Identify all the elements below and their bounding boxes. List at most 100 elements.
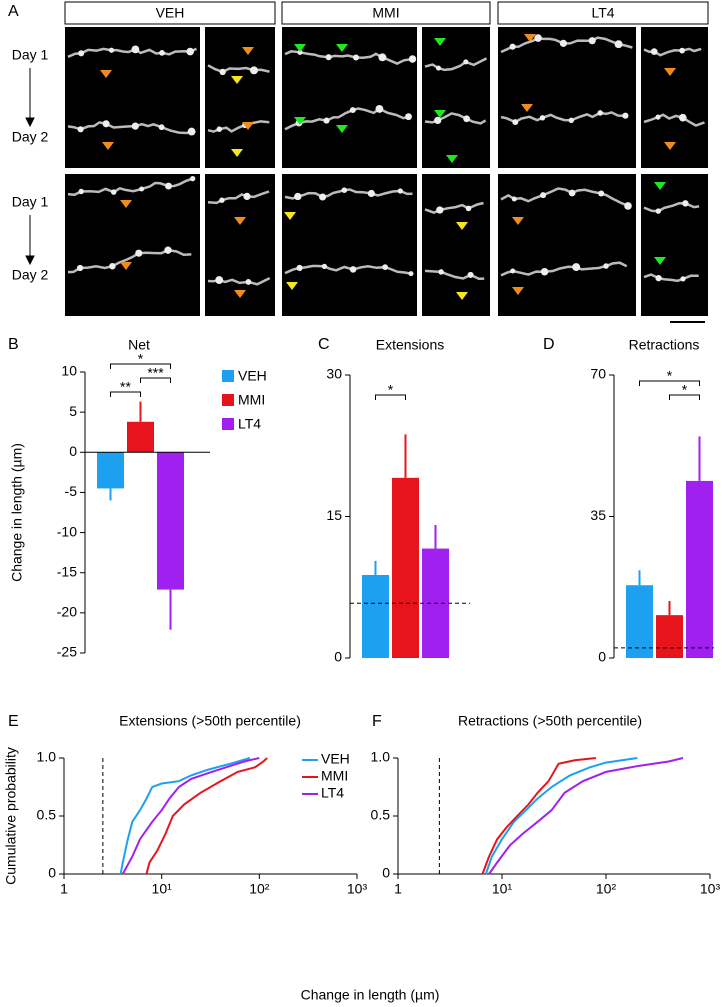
- bouton: [467, 271, 474, 278]
- bouton: [678, 113, 687, 122]
- bouton: [463, 115, 470, 123]
- arrowhead: [664, 142, 676, 150]
- dendrite: [284, 50, 413, 65]
- y-tick-label: 0: [598, 649, 606, 665]
- bouton: [408, 271, 414, 277]
- bouton: [319, 193, 327, 201]
- bar: [686, 480, 713, 658]
- chart-title: Retractions: [629, 337, 700, 353]
- significance-bracket: [110, 363, 171, 369]
- y-tick-label: 5: [69, 403, 77, 419]
- arrowhead: [512, 217, 524, 225]
- dendrite: [643, 202, 700, 213]
- significance-bracket: [140, 377, 171, 383]
- bouton: [434, 116, 442, 125]
- x-axis-label: Change in length (µm): [301, 987, 440, 1003]
- bouton: [323, 117, 330, 124]
- micrograph: [422, 27, 490, 168]
- significance-label: *: [388, 382, 394, 398]
- dendrite: [424, 269, 485, 281]
- bar: [626, 585, 653, 658]
- dendrite: [424, 57, 488, 72]
- x-tick-label: 1: [394, 881, 402, 897]
- bouton: [190, 175, 196, 182]
- bouton: [250, 66, 258, 75]
- bouton: [109, 262, 116, 270]
- bouton: [438, 269, 444, 275]
- arrowhead: [294, 44, 306, 52]
- legend-swatch: [222, 370, 234, 382]
- arrowhead: [664, 68, 676, 76]
- micrograph: [422, 174, 490, 316]
- arrowhead: [456, 292, 468, 300]
- legend-swatch: [222, 394, 234, 406]
- arrowhead: [434, 110, 446, 118]
- chart-title: Retractions (>50th percentile): [458, 713, 642, 729]
- condition-label: VEH: [156, 5, 185, 21]
- bouton: [325, 54, 332, 61]
- bouton: [164, 246, 172, 254]
- micrograph: [641, 27, 708, 168]
- bouton: [76, 264, 84, 272]
- dendrite: [284, 264, 412, 275]
- bar: [97, 452, 124, 489]
- y-tick-label: 1.0: [37, 749, 57, 765]
- arrowhead: [456, 222, 468, 230]
- dendrite: [500, 187, 629, 208]
- arrowhead: [120, 200, 132, 208]
- bouton: [131, 45, 140, 54]
- dendrite: [207, 64, 270, 74]
- legend-label: LT4: [238, 416, 261, 432]
- bouton: [158, 124, 165, 131]
- bouton: [539, 115, 546, 121]
- chart-title: Net: [128, 337, 150, 353]
- bar: [362, 574, 389, 658]
- micrograph: [498, 174, 636, 316]
- significance-label: ***: [147, 365, 164, 381]
- bar: [157, 452, 184, 590]
- bouton: [682, 200, 689, 207]
- chart-title: Extensions: [376, 337, 444, 353]
- bouton: [540, 192, 547, 199]
- bouton: [159, 50, 165, 56]
- y-tick-label: -15: [57, 563, 77, 579]
- arrowhead: [446, 155, 458, 163]
- condition-box: [281, 1, 491, 25]
- bouton: [572, 263, 581, 272]
- panel-label: E: [8, 713, 19, 730]
- significance-bracket: [375, 394, 406, 400]
- bouton: [655, 274, 662, 282]
- arrowhead: [654, 182, 666, 190]
- bouton: [598, 190, 605, 197]
- condition-label: MMI: [372, 5, 399, 21]
- day-label: Day 1: [12, 194, 49, 210]
- arrowhead: [231, 76, 243, 84]
- significance-label: **: [120, 379, 131, 395]
- day-arrows: [25, 68, 35, 266]
- bouton: [296, 264, 303, 271]
- y-tick-label: -20: [57, 604, 77, 620]
- arrowhead: [434, 38, 446, 46]
- y-tick-label: -10: [57, 523, 77, 539]
- arrowhead: [521, 104, 533, 112]
- cdf-line: [119, 757, 251, 875]
- bouton: [102, 120, 110, 128]
- legend-label: LT4: [321, 785, 344, 801]
- bouton: [378, 53, 387, 62]
- dendrite: [500, 111, 626, 124]
- y-axis-label: Cumulative probability: [3, 747, 19, 885]
- condition-label: LT4: [591, 5, 614, 21]
- bouton: [77, 126, 84, 133]
- y-tick-label: 0: [69, 443, 77, 459]
- arrowhead: [654, 257, 666, 265]
- bouton: [78, 50, 85, 57]
- bouton: [512, 119, 519, 126]
- bouton: [510, 268, 516, 274]
- cdf-line: [484, 757, 638, 875]
- y-tick-label: -5: [65, 483, 78, 499]
- arrowhead: [102, 142, 114, 150]
- bouton: [349, 107, 356, 114]
- bouton: [139, 186, 145, 192]
- significance-bracket: [639, 380, 700, 386]
